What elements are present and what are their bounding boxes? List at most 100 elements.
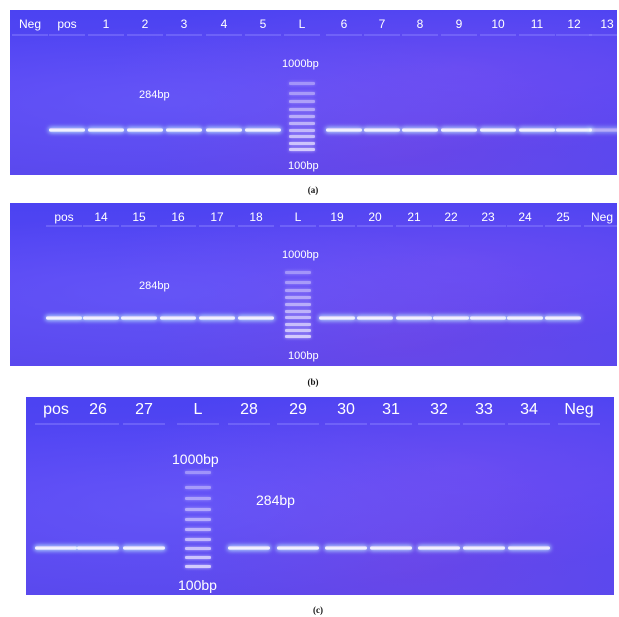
- pcr-band: [519, 128, 555, 132]
- lane-label: 21: [407, 210, 421, 224]
- ladder-band: [185, 537, 211, 541]
- pcr-band: [88, 128, 124, 132]
- ladder-band: [289, 148, 315, 151]
- pcr-band: [49, 128, 85, 132]
- lane-label: 13: [600, 17, 614, 31]
- pcr-band: [166, 128, 202, 132]
- pcr-band: [470, 316, 506, 320]
- ladder-band: [285, 335, 311, 338]
- gel-well: [88, 34, 124, 36]
- ladder-band: [289, 100, 315, 104]
- pcr-band: [319, 316, 355, 320]
- ladder-band: [289, 115, 315, 119]
- gel-well: [238, 225, 274, 227]
- ladder-band: [285, 309, 311, 313]
- ladder-top-marker-a: 1000bp: [282, 58, 319, 70]
- ladder-band: [185, 556, 211, 560]
- gel-well: [480, 34, 516, 36]
- lane-label: 19: [330, 210, 344, 224]
- gel-well: [121, 225, 157, 227]
- ladder-band: [285, 322, 311, 326]
- ladder-band: [289, 141, 315, 145]
- gel-well: [545, 225, 581, 227]
- ladder-bottom-marker-a: 100bp: [288, 160, 319, 172]
- lane-label: Neg: [564, 401, 594, 418]
- lane-label: 34: [520, 401, 538, 418]
- pcr-band: [545, 316, 581, 320]
- ladder-band: [289, 92, 315, 96]
- pcr-band: [228, 546, 270, 550]
- ladder-bottom-marker-c: 100bp: [178, 577, 217, 593]
- pcr-band: [238, 316, 274, 320]
- ladder-top-marker-c: 1000bp: [172, 451, 219, 467]
- lane-label: 9: [455, 17, 463, 31]
- pcr-band: [206, 128, 242, 132]
- gel-well: [326, 34, 362, 36]
- gel-well: [177, 423, 219, 425]
- gel-well: [280, 225, 316, 227]
- ladder-band: [289, 82, 315, 85]
- pcr-band: [199, 316, 235, 320]
- lane-label: 6: [340, 17, 348, 31]
- pcr-band: [402, 128, 438, 132]
- gel-well: [35, 423, 77, 425]
- lane-label: 5: [259, 17, 267, 31]
- pcr-band: [46, 316, 82, 320]
- lane-label: 3: [180, 17, 188, 31]
- gel-well: [160, 225, 196, 227]
- pcr-band: [364, 128, 400, 132]
- pcr-band: [589, 128, 617, 132]
- pcr-band: [370, 546, 412, 550]
- ladder-band: [289, 107, 315, 111]
- ladder-band: [185, 497, 211, 501]
- gel-well: [507, 225, 543, 227]
- lane-label: 20: [368, 210, 382, 224]
- gel-well: [396, 225, 432, 227]
- pcr-band: [245, 128, 281, 132]
- panel-caption-a: (a): [307, 185, 319, 195]
- band-size-label-c: 284bp: [256, 492, 295, 508]
- lane-label: 27: [135, 401, 153, 418]
- gel-panel-b: pos 14 15 16 17 18 L 19 20 21 22 23 24 25 Neg 1000bp 100…: [10, 203, 617, 366]
- pcr-band: [357, 316, 393, 320]
- pcr-band: [35, 546, 77, 550]
- ladder-band: [185, 528, 211, 532]
- ladder-band: [285, 303, 311, 307]
- lane-label: pos: [43, 401, 69, 418]
- panel-caption-b: (b): [307, 377, 319, 387]
- gel-well: [245, 34, 281, 36]
- gel-well: [357, 225, 393, 227]
- lane-label: 23: [481, 210, 495, 224]
- ladder-band: [285, 280, 311, 284]
- band-size-label-a: 284bp: [139, 89, 170, 101]
- pcr-band: [396, 316, 432, 320]
- pcr-band: [121, 316, 157, 320]
- lane-label: Neg: [590, 210, 614, 224]
- ladder-band: [285, 271, 311, 274]
- gel-well: [12, 34, 48, 36]
- gel-well: [166, 34, 202, 36]
- lane-label: 14: [94, 210, 108, 224]
- band-size-label-b: 284bp: [139, 280, 170, 292]
- ladder-band: [289, 135, 315, 139]
- gel-well: [83, 225, 119, 227]
- gel-well: [127, 34, 163, 36]
- pcr-band: [77, 546, 119, 550]
- lane-label: 12: [567, 17, 581, 31]
- pcr-band: [556, 128, 592, 132]
- gel-well: [463, 423, 505, 425]
- gel-well: [77, 423, 119, 425]
- ladder-band: [285, 316, 311, 320]
- gel-well: [441, 34, 477, 36]
- gel-well: [556, 34, 592, 36]
- pcr-band: [277, 546, 319, 550]
- pcr-band: [160, 316, 196, 320]
- pcr-band: [123, 546, 165, 550]
- ladder-band: [185, 507, 211, 511]
- pcr-band: [433, 316, 469, 320]
- lane-label: 16: [171, 210, 185, 224]
- gel-well: [199, 225, 235, 227]
- ladder-band: [285, 328, 311, 332]
- lane-label: 17: [210, 210, 224, 224]
- lane-label: 29: [289, 401, 307, 418]
